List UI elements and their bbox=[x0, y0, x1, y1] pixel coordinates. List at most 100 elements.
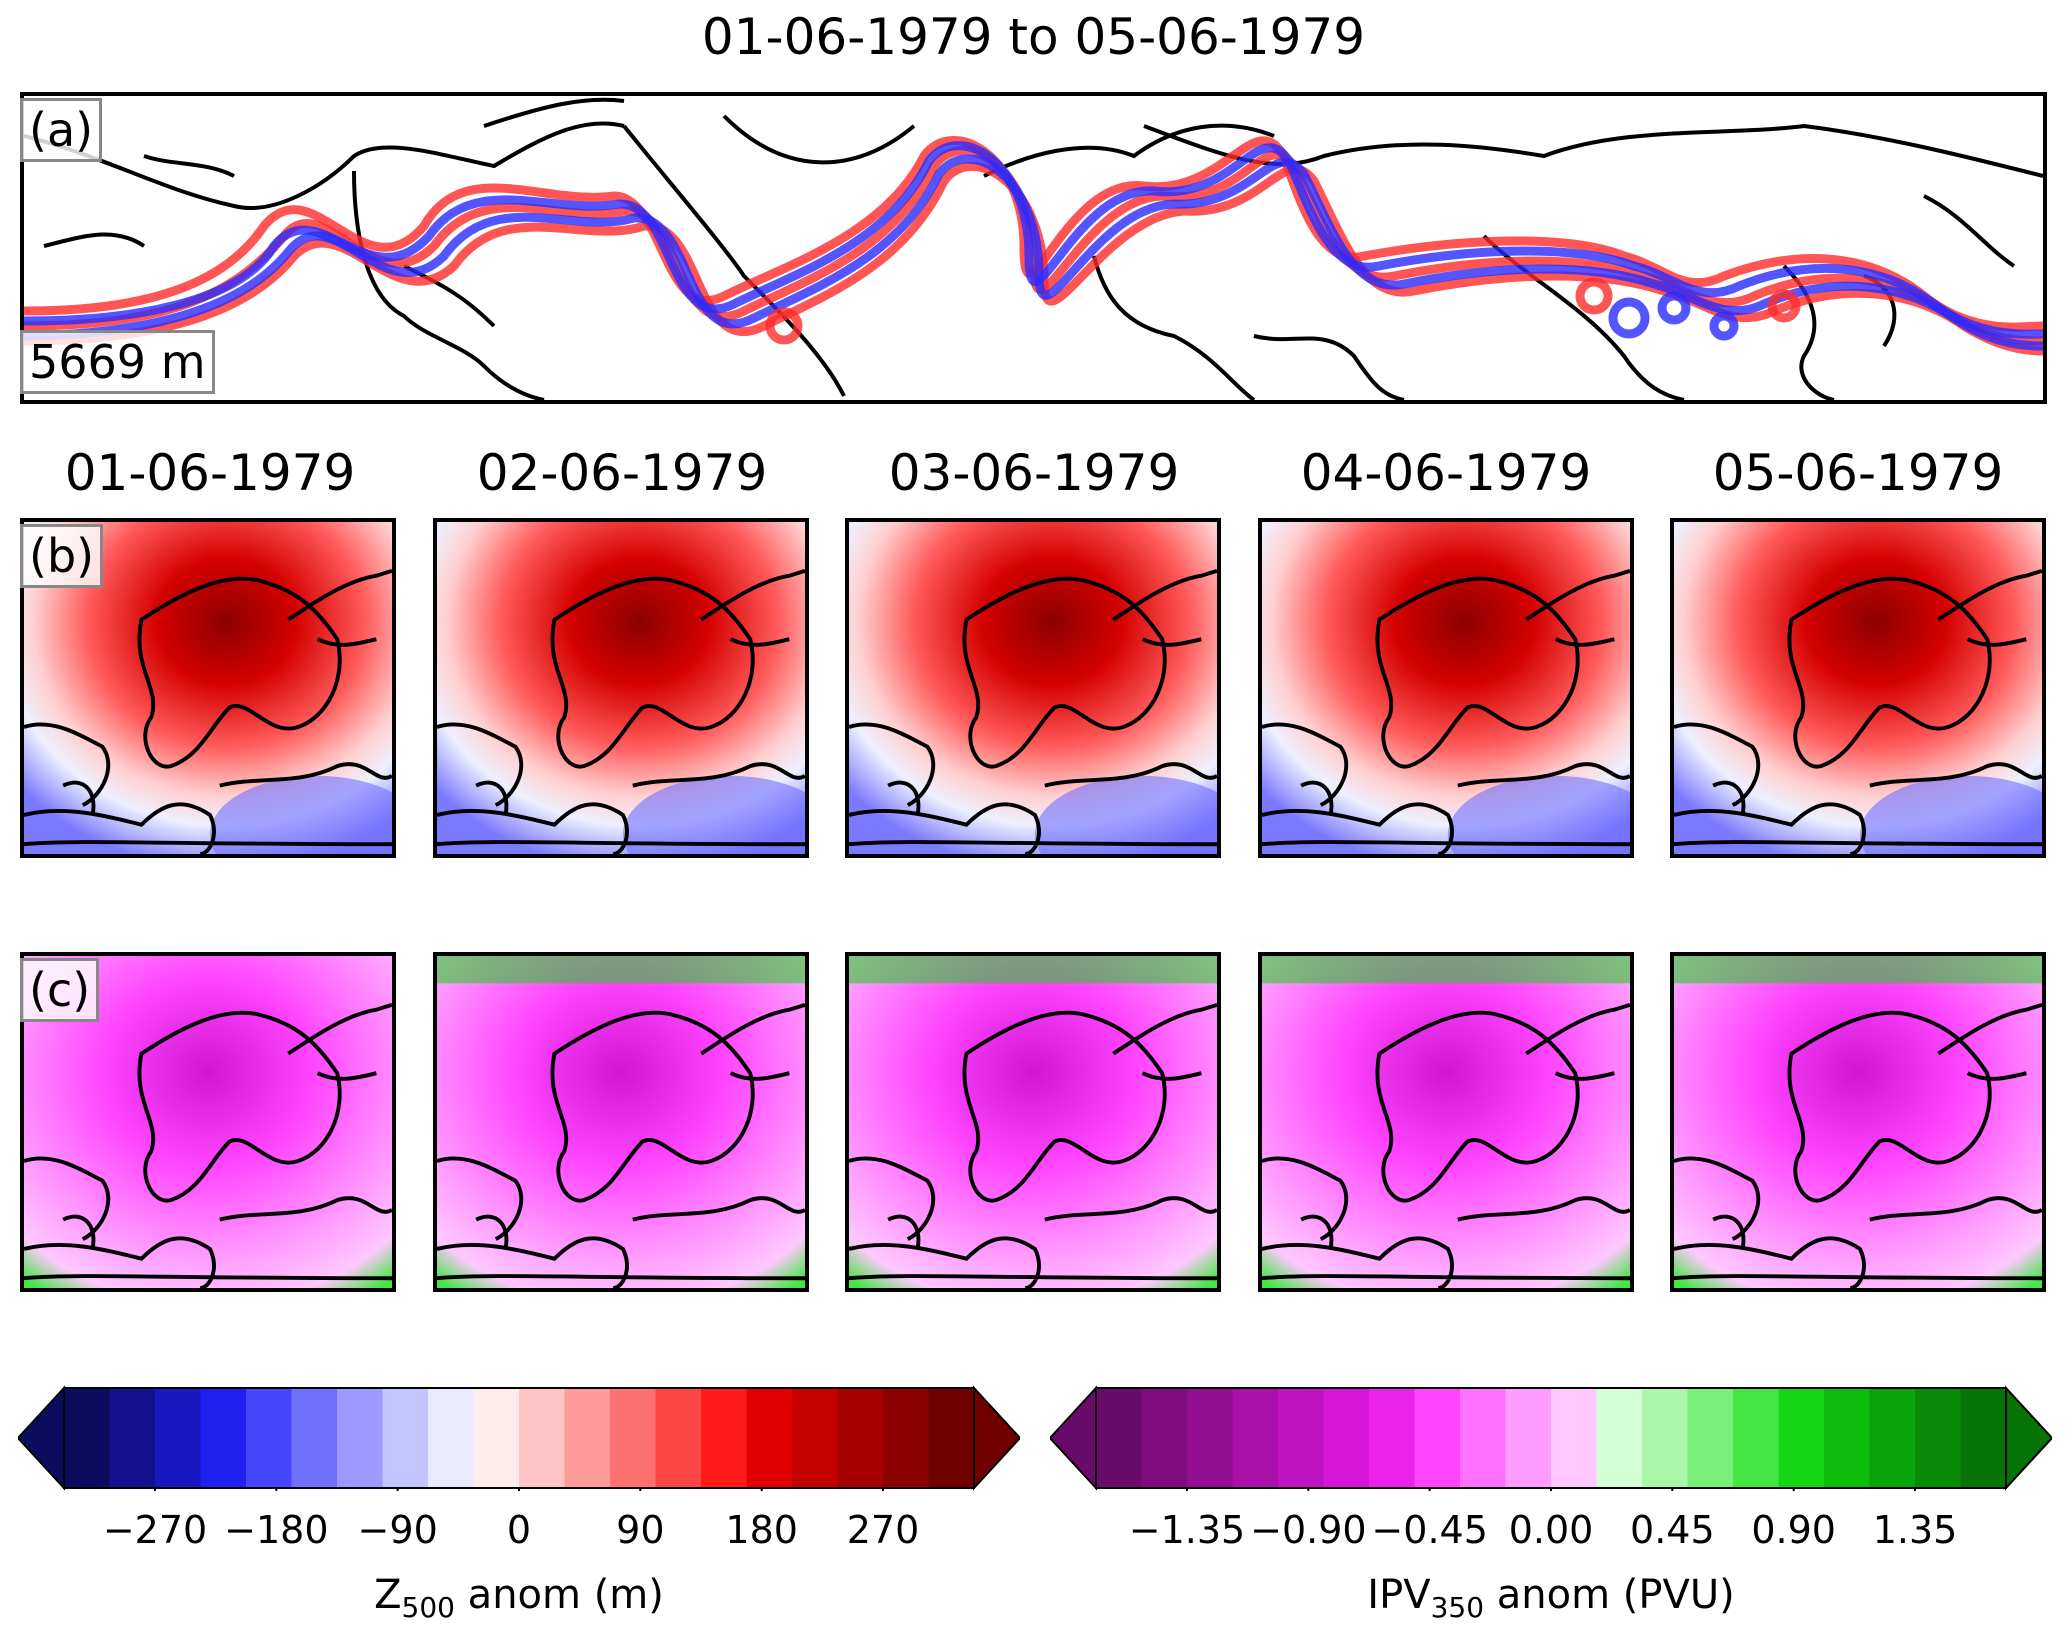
positive-anomaly-region bbox=[1262, 956, 1630, 984]
colorbar-tick-label: −0.90 bbox=[1250, 1508, 1367, 1552]
colorbar-segment bbox=[564, 1388, 611, 1488]
colorbar-segment bbox=[792, 1388, 838, 1488]
date-title-3: 03-06-1979 bbox=[888, 444, 1180, 502]
colorbar-ipv-title: IPV350 anom (PVU) bbox=[1367, 1572, 1735, 1624]
colorbar-segment bbox=[1505, 1388, 1552, 1488]
panel-a-map bbox=[20, 92, 2047, 404]
colorbar-tick-label: 0 bbox=[506, 1508, 532, 1552]
coastline bbox=[24, 1002, 392, 1288]
colorbar-tick-label: −1.35 bbox=[1128, 1508, 1246, 1552]
ipv-map-4 bbox=[1258, 952, 1634, 1292]
colorbar-segment bbox=[1687, 1388, 1734, 1488]
positive-anomaly-region bbox=[1674, 956, 2042, 984]
colorbar-segment bbox=[1187, 1388, 1233, 1488]
panel-a-label: (a) bbox=[20, 98, 103, 162]
colorbar-max-extend bbox=[2005, 1385, 2052, 1491]
colorbar-tick-label: −0.45 bbox=[1371, 1508, 1488, 1552]
colorbar-max-extend bbox=[973, 1385, 1020, 1491]
panel-b-label: (b) bbox=[20, 524, 104, 588]
colorbar-tick-label: 1.35 bbox=[1872, 1508, 1958, 1552]
colorbar-segment bbox=[1960, 1388, 2007, 1488]
colorbar-segment bbox=[1551, 1388, 1597, 1488]
colorbar-tick-label: 180 bbox=[725, 1508, 798, 1552]
negative-anomaly-region bbox=[209, 775, 392, 854]
z500-map-2 bbox=[433, 518, 809, 858]
contour-value-label: 5669 m bbox=[20, 330, 215, 394]
colorbar-segment bbox=[701, 1388, 747, 1488]
colorbar-segment bbox=[1915, 1388, 1961, 1488]
z500-map-4 bbox=[1258, 518, 1634, 858]
coastline bbox=[437, 1002, 805, 1288]
colorbar-segment bbox=[1278, 1388, 1324, 1488]
colorbar-segment bbox=[837, 1388, 884, 1488]
date-title-4: 04-06-1979 bbox=[1300, 444, 1592, 502]
colorbar-segment bbox=[337, 1388, 383, 1488]
coastline bbox=[1674, 568, 2042, 854]
colorbar-segment bbox=[1141, 1388, 1188, 1488]
colorbar-min-extend bbox=[18, 1385, 65, 1491]
date-title-1: 01-06-1979 bbox=[64, 444, 356, 502]
positive-anomaly-region bbox=[437, 956, 805, 984]
anomaly-field bbox=[1262, 956, 1630, 1288]
colorbar-segment bbox=[1096, 1388, 1142, 1488]
colorbar-segment bbox=[1824, 1388, 1870, 1488]
colorbar-segment bbox=[519, 1388, 565, 1488]
coastline bbox=[1262, 568, 1630, 854]
colorbar-segment bbox=[928, 1388, 975, 1488]
colorbar-z500 bbox=[18, 1385, 1020, 1491]
colorbar-min-extend bbox=[1050, 1385, 1097, 1491]
negative-anomaly-region bbox=[1859, 775, 2042, 854]
colorbar-segment bbox=[1642, 1388, 1688, 1488]
colorbar-segment bbox=[1460, 1388, 1506, 1488]
coastline bbox=[1262, 1002, 1630, 1288]
colorbar-tick-label: 0.00 bbox=[1508, 1508, 1594, 1552]
colorbar-tick-label: −180 bbox=[224, 1508, 329, 1552]
negative-anomaly-region bbox=[622, 775, 805, 854]
anomaly-field bbox=[1674, 956, 2042, 1288]
panel-c-label: (c) bbox=[20, 958, 100, 1022]
colorbar-segment bbox=[610, 1388, 656, 1488]
colorbar-ipv bbox=[1050, 1385, 2052, 1491]
ipv-map-5 bbox=[1670, 952, 2046, 1292]
colorbar-tick-label: −270 bbox=[102, 1508, 208, 1552]
negative-anomaly-region bbox=[1447, 775, 1630, 854]
ipv-map-2 bbox=[433, 952, 809, 1292]
ipv-map-1 bbox=[20, 952, 396, 1292]
colorbar-tick-label: 270 bbox=[846, 1508, 920, 1552]
colorbar-segment bbox=[473, 1388, 520, 1488]
date-title-5: 05-06-1979 bbox=[1712, 444, 2004, 502]
ipv-map-3 bbox=[845, 952, 1221, 1292]
colorbar-tick-label: 0.90 bbox=[1751, 1508, 1836, 1552]
anomaly-field bbox=[849, 956, 1217, 1288]
colorbar-segment bbox=[1232, 1388, 1279, 1488]
colorbar-segment bbox=[1733, 1388, 1779, 1488]
colorbar-segment bbox=[64, 1388, 110, 1488]
negative-anomaly-region bbox=[1034, 775, 1217, 854]
coastline bbox=[437, 568, 805, 854]
colorbar-z500-title: Z500 anom (m) bbox=[374, 1572, 664, 1624]
colorbar-segment bbox=[428, 1388, 474, 1488]
colorbar-segment bbox=[155, 1388, 201, 1488]
colorbar-segment bbox=[655, 1388, 702, 1488]
colorbar-segment bbox=[1596, 1388, 1643, 1488]
colorbar-segment bbox=[1323, 1388, 1370, 1488]
positive-anomaly-region bbox=[849, 956, 1217, 984]
contour-lines bbox=[24, 136, 2043, 356]
colorbar-segment bbox=[1369, 1388, 1415, 1488]
colorbar-tick-label: 0.45 bbox=[1630, 1508, 1715, 1552]
z500-map-3 bbox=[845, 518, 1221, 858]
coastline bbox=[849, 568, 1217, 854]
anomaly-field bbox=[437, 956, 805, 1288]
colorbar-segment bbox=[1414, 1388, 1461, 1488]
colorbar-segment bbox=[109, 1388, 156, 1488]
colorbar-segment bbox=[746, 1388, 793, 1488]
colorbar-tick-label: −90 bbox=[357, 1508, 438, 1552]
coastline bbox=[849, 1002, 1217, 1288]
colorbar-segment bbox=[246, 1388, 292, 1488]
colorbar-segment bbox=[382, 1388, 429, 1488]
coastline bbox=[24, 568, 392, 854]
colorbar-segment bbox=[1778, 1388, 1825, 1488]
panel-a-svg bbox=[24, 97, 2043, 400]
coastline bbox=[1674, 1002, 2042, 1288]
z500-map-5 bbox=[1670, 518, 2046, 858]
